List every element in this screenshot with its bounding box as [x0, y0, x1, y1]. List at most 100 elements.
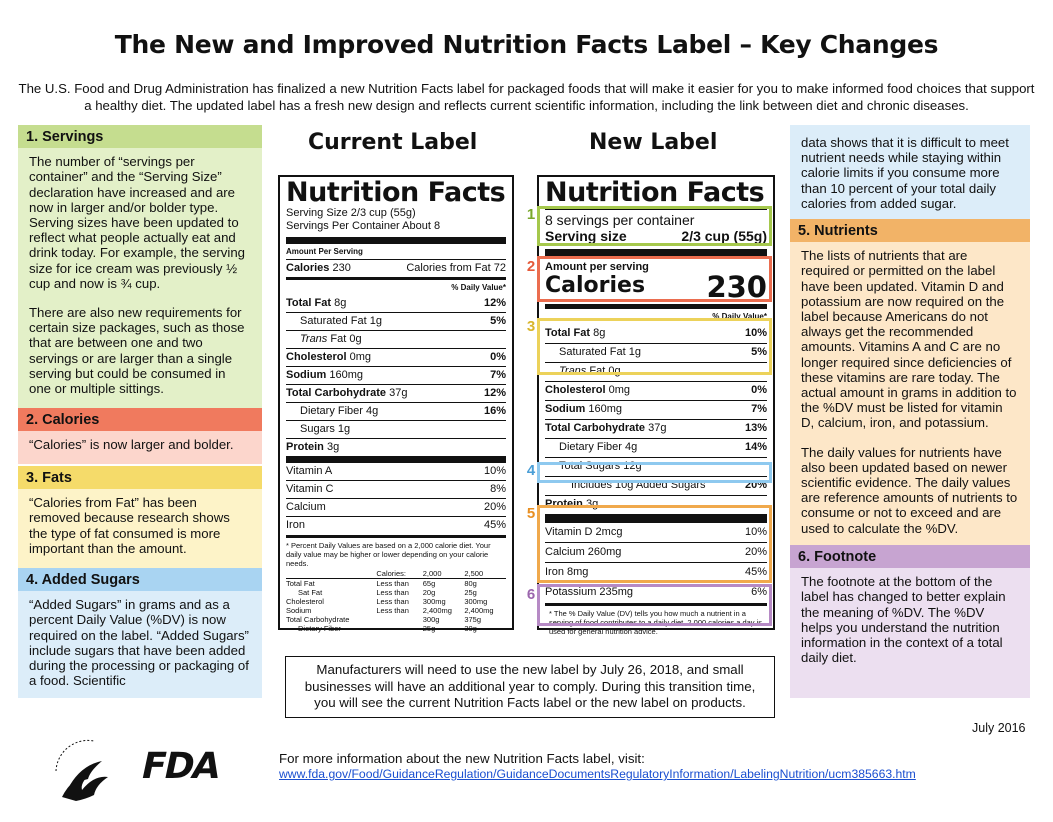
- nutrient-name: Dietary Fiber 4g: [286, 405, 378, 418]
- nutrient-name: Dietary Fiber 4g: [545, 441, 637, 454]
- fats-text: “Calories from Fat” has been removed bec…: [29, 495, 230, 556]
- vitamin-dv: 8%: [490, 483, 506, 495]
- dv-table-head: 2,500: [464, 569, 484, 578]
- dv-table-cell: 300mg: [464, 597, 488, 606]
- nutrient-amount: 4g: [625, 441, 638, 453]
- new-vitamin-row: Vitamin D 2mcg 10%: [545, 523, 767, 542]
- nutrients-section: 5. Nutrients The lists of nutrients that…: [790, 219, 1030, 545]
- nutrient-name: Sugars 1g: [286, 423, 350, 436]
- nutrient-dv: 7%: [751, 403, 767, 415]
- vitamin-dv: 45%: [744, 565, 767, 578]
- nutrients-heading: 5. Nutrients: [790, 219, 1030, 243]
- dv-table-cell: 30g: [464, 624, 477, 633]
- added-sugars-heading: 4. Added Sugars: [18, 568, 262, 592]
- nutrient-dv: 5%: [490, 315, 506, 327]
- current-vitamin-row: Iron 45%: [286, 516, 506, 534]
- new-serving-size-value: 2/3 cup (55g): [681, 228, 767, 244]
- footnote-heading: 6. Footnote: [790, 545, 1030, 569]
- nutrient-amount: 0mg: [349, 351, 371, 363]
- nutrient-amount: 8g: [334, 297, 347, 309]
- nutrient-dv: 13%: [744, 422, 767, 434]
- nutrient-name: Sodium 160mg: [545, 403, 622, 416]
- nutrient-amount: 8g: [593, 327, 606, 339]
- footnote-highlight: [537, 584, 772, 626]
- current-vitamin-row: Vitamin A 10%: [286, 463, 506, 480]
- nutrient-amount: Fat 0g: [330, 333, 362, 345]
- nutrient-dv: 10%: [744, 327, 767, 339]
- new-servings-per: 8 servings per container: [545, 212, 695, 228]
- nutrient-label: Dietary Fiber: [559, 441, 622, 453]
- nutrient-label: Sodium: [545, 403, 586, 415]
- page-title: The New and Improved Nutrition Facts Lab…: [114, 30, 939, 59]
- nutrient-label: Saturated Fat: [559, 346, 626, 358]
- dv-table-cell: 375g: [464, 615, 482, 624]
- fats-highlight: [537, 318, 772, 375]
- nutrient-label: Protein: [286, 441, 324, 453]
- current-serving-size: Serving Size 2/3 cup (55g): [286, 207, 416, 219]
- nutrient-name: Total Carbohydrate 37g: [545, 422, 666, 435]
- nutrient-dv: 7%: [490, 369, 506, 381]
- dv-table-cell: 2,400mg: [422, 606, 452, 615]
- dv-table-cell: 300mg: [422, 597, 446, 606]
- nutrient-label: Total Fat: [286, 297, 332, 309]
- servings-highlight: [537, 206, 772, 246]
- current-nutrient-row: Sodium 160mg 7%: [286, 366, 506, 384]
- nutrient-label: Total Carbohydrate: [286, 387, 387, 399]
- nutrient-name: Saturated Fat 1g: [545, 346, 641, 359]
- added-sugars-text-2: data shows that it is difficult to meet …: [801, 135, 1009, 211]
- nutrient-label: Cholesterol: [545, 384, 606, 396]
- date: July 2016: [972, 721, 1026, 735]
- servings-text-2: There are also new requirements for cert…: [29, 305, 245, 397]
- vitamin-dv: 6%: [751, 585, 767, 598]
- new-nutrient-row: Dietary Fiber 4g 14%: [545, 437, 767, 457]
- nutrient-name: Protein 3g: [286, 441, 339, 454]
- nutrients-text-2: The daily values for nutrients have also…: [801, 444, 1018, 536]
- dv-table-cell: 25g: [464, 588, 477, 597]
- marker-5: 5: [526, 505, 536, 522]
- dv-table-cell: 300g: [422, 615, 440, 624]
- current-nutrient-row: Trans Fat 0g: [286, 330, 506, 348]
- intro-text: The U.S. Food and Drug Administration ha…: [18, 81, 1035, 113]
- current-nutrient-row: Sugars 1g: [286, 420, 506, 438]
- nutrient-amount: 1g: [628, 346, 641, 358]
- fats-heading: 3. Fats: [18, 466, 262, 490]
- added-sugars-highlight: [537, 462, 772, 483]
- current-calories-value: 230: [332, 261, 351, 274]
- current-cal-from-fat: Calories from Fat 72: [406, 261, 506, 274]
- dv-table-cell: [376, 615, 422, 624]
- fda-link[interactable]: www.fda.gov/Food/GuidanceRegulation/Guid…: [279, 767, 916, 781]
- nutrient-dv: 0%: [490, 351, 506, 363]
- nutrient-amount: 1g: [369, 315, 382, 327]
- dv-table-cell: Less than: [376, 597, 409, 606]
- nutrient-label: Sugars: [300, 423, 335, 435]
- dv-table-cell: 80g: [464, 579, 477, 588]
- vitamin-name: Vitamin D 2mcg: [545, 525, 623, 538]
- current-nutrient-row: Dietary Fiber 4g 16%: [286, 402, 506, 420]
- current-servings-per: Servings Per Container About 8: [286, 220, 441, 232]
- current-label-heading: Current Label: [308, 130, 478, 155]
- nutrient-amount: 160mg: [588, 403, 623, 415]
- dv-table-row: Total Fat Less than 65g 80g: [286, 579, 506, 589]
- nutrient-dv: 16%: [483, 405, 506, 417]
- nutrient-name: Total Fat 8g: [286, 297, 346, 310]
- new-dv-heading: % Daily Value*: [712, 312, 767, 321]
- dv-table-cell: Less than: [376, 579, 409, 588]
- fats-section: 3. Fats “Calories from Fat” has been rem…: [18, 466, 262, 568]
- marker-6: 6: [526, 586, 536, 603]
- nutrient-label: Cholesterol: [286, 351, 347, 363]
- nutrient-dv: 12%: [483, 387, 506, 399]
- dv-table-cell: 20g: [422, 588, 436, 597]
- nutrient-amount: 0mg: [608, 384, 630, 396]
- new-nutrient-row: Saturated Fat 1g 5%: [545, 342, 767, 362]
- vitamin-name: Iron: [286, 519, 305, 531]
- new-footnote: * The % Daily Value (DV) tells you how m…: [549, 608, 763, 636]
- current-vitamin-row: Vitamin C 8%: [286, 480, 506, 498]
- current-amount-per: Amount Per Serving: [286, 247, 363, 256]
- dv-table-cell: Less than: [376, 588, 409, 597]
- nutrient-name: Total Carbohydrate 37g: [286, 387, 407, 400]
- current-footnote: * Percent Daily Values are based on a 2,…: [286, 541, 491, 568]
- current-vitamin-row: Calcium 20%: [286, 498, 506, 516]
- calories-highlight: [537, 256, 772, 302]
- added-sugars-continued: data shows that it is difficult to meet …: [790, 125, 1030, 219]
- added-sugars-text: “Added Sugars” in grams and as a percent…: [29, 597, 249, 689]
